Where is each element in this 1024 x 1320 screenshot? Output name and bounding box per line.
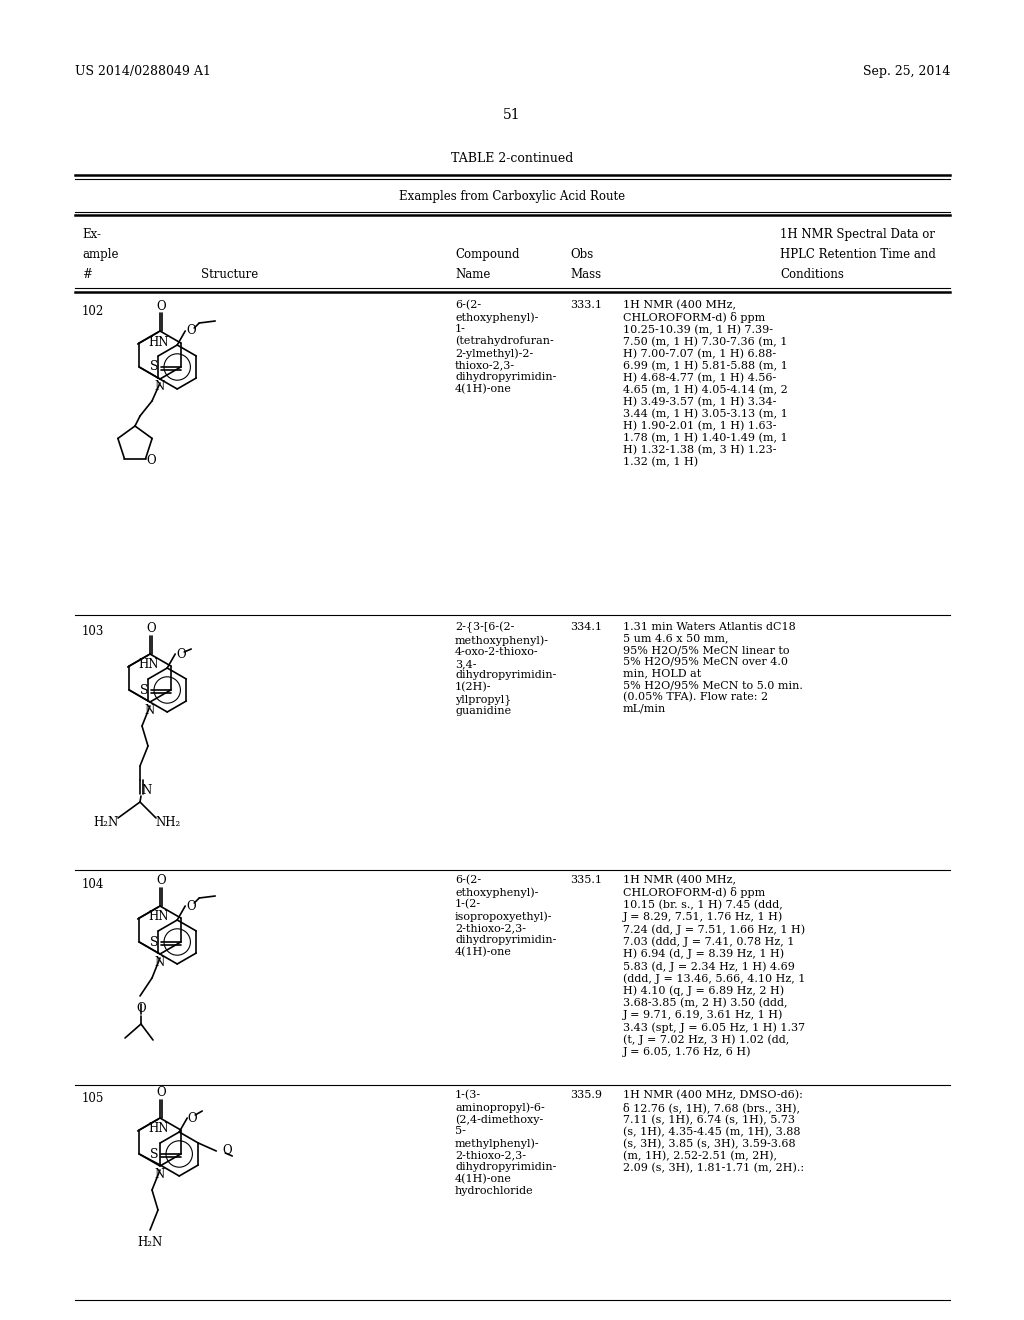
Text: 1-(3-
aminopropyl)-6-
(2,4-dimethoxy-
5-
methylphenyl)-
2-thioxo-2,3-
dihydropyr: 1-(3- aminopropyl)-6- (2,4-dimethoxy- 5-…	[455, 1090, 556, 1196]
Text: N: N	[155, 956, 165, 969]
Text: O: O	[136, 1002, 145, 1015]
Text: O: O	[186, 899, 196, 912]
Text: Obs: Obs	[570, 248, 593, 261]
Text: TABLE 2-continued: TABLE 2-continued	[451, 152, 573, 165]
Text: 1H NMR (400 MHz,
CHLOROFORM-d) δ ppm
10.15 (br. s., 1 H) 7.45 (ddd,
J = 8.29, 7.: 1H NMR (400 MHz, CHLOROFORM-d) δ ppm 10.…	[623, 875, 805, 1057]
Text: O: O	[157, 874, 166, 887]
Text: Name: Name	[455, 268, 490, 281]
Text: 1H NMR (400 MHz, DMSO-d6):
δ 12.76 (s, 1H), 7.68 (brs., 3H),
7.11 (s, 1H), 6.74 : 1H NMR (400 MHz, DMSO-d6): δ 12.76 (s, 1…	[623, 1090, 804, 1173]
Text: O: O	[187, 1111, 197, 1125]
Text: Compound: Compound	[455, 248, 519, 261]
Text: Ex-: Ex-	[82, 228, 101, 242]
Text: #: #	[82, 268, 92, 281]
Text: 334.1: 334.1	[570, 622, 602, 632]
Text: 1H NMR Spectral Data or: 1H NMR Spectral Data or	[780, 228, 935, 242]
Text: Structure: Structure	[202, 268, 259, 281]
Text: O: O	[157, 1086, 166, 1100]
Text: HN: HN	[148, 911, 169, 924]
Text: 2-{3-[6-(2-
methoxyphenyl)-
4-oxo-2-thioxo-
3,4-
dihydropyrimidin-
1(2H)-
yllpro: 2-{3-[6-(2- methoxyphenyl)- 4-oxo-2-thio…	[455, 622, 556, 717]
Text: Sep. 25, 2014: Sep. 25, 2014	[862, 65, 950, 78]
Text: HPLC Retention Time and: HPLC Retention Time and	[780, 248, 936, 261]
Text: 51: 51	[503, 108, 521, 121]
Text: H₂N: H₂N	[137, 1236, 163, 1249]
Text: 105: 105	[82, 1092, 104, 1105]
Text: Conditions: Conditions	[780, 268, 844, 281]
Text: US 2014/0288049 A1: US 2014/0288049 A1	[75, 65, 211, 78]
Text: N: N	[155, 1167, 165, 1180]
Text: 6-(2-
ethoxyphenyl)-
1-
(tetrahydrofuran-
2-ylmethyl)-2-
thioxo-2,3-
dihydropyri: 6-(2- ethoxyphenyl)- 1- (tetrahydrofuran…	[455, 300, 556, 393]
Text: HN: HN	[148, 335, 169, 348]
Text: S: S	[139, 684, 148, 697]
Text: O: O	[146, 454, 156, 466]
Text: HN: HN	[148, 1122, 169, 1135]
Text: 1H NMR (400 MHz,
CHLOROFORM-d) δ ppm
10.25-10.39 (m, 1 H) 7.39-
7.50 (m, 1 H) 7.: 1H NMR (400 MHz, CHLOROFORM-d) δ ppm 10.…	[623, 300, 787, 467]
Text: HN: HN	[138, 659, 159, 672]
Text: 335.9: 335.9	[570, 1090, 602, 1100]
Text: 102: 102	[82, 305, 104, 318]
Text: 333.1: 333.1	[570, 300, 602, 310]
Text: 103: 103	[82, 624, 104, 638]
Text: N: N	[144, 704, 155, 717]
Text: S: S	[150, 360, 158, 374]
Text: O: O	[222, 1144, 231, 1158]
Text: O: O	[146, 623, 156, 635]
Text: 6-(2-
ethoxyphenyl)-
1-(2-
isopropoxyethyl)-
2-thioxo-2,3-
dihydropyrimidin-
4(1: 6-(2- ethoxyphenyl)- 1-(2- isopropoxyeth…	[455, 875, 556, 957]
Text: Examples from Carboxylic Acid Route: Examples from Carboxylic Acid Route	[399, 190, 625, 203]
Text: N: N	[141, 784, 152, 796]
Text: S: S	[150, 1147, 158, 1160]
Text: 1.31 min Waters Atlantis dC18
5 um 4.6 x 50 mm,
95% H2O/5% MeCN linear to
5% H2O: 1.31 min Waters Atlantis dC18 5 um 4.6 x…	[623, 622, 803, 714]
Text: O: O	[186, 323, 196, 337]
Text: O: O	[176, 648, 186, 660]
Text: ample: ample	[82, 248, 119, 261]
Text: S: S	[150, 936, 158, 949]
Text: O: O	[157, 300, 166, 313]
Text: NH₂: NH₂	[156, 817, 180, 829]
Text: H₂N: H₂N	[93, 817, 119, 829]
Text: 104: 104	[82, 878, 104, 891]
Text: Mass: Mass	[570, 268, 601, 281]
Text: 335.1: 335.1	[570, 875, 602, 884]
Text: N: N	[155, 380, 165, 393]
